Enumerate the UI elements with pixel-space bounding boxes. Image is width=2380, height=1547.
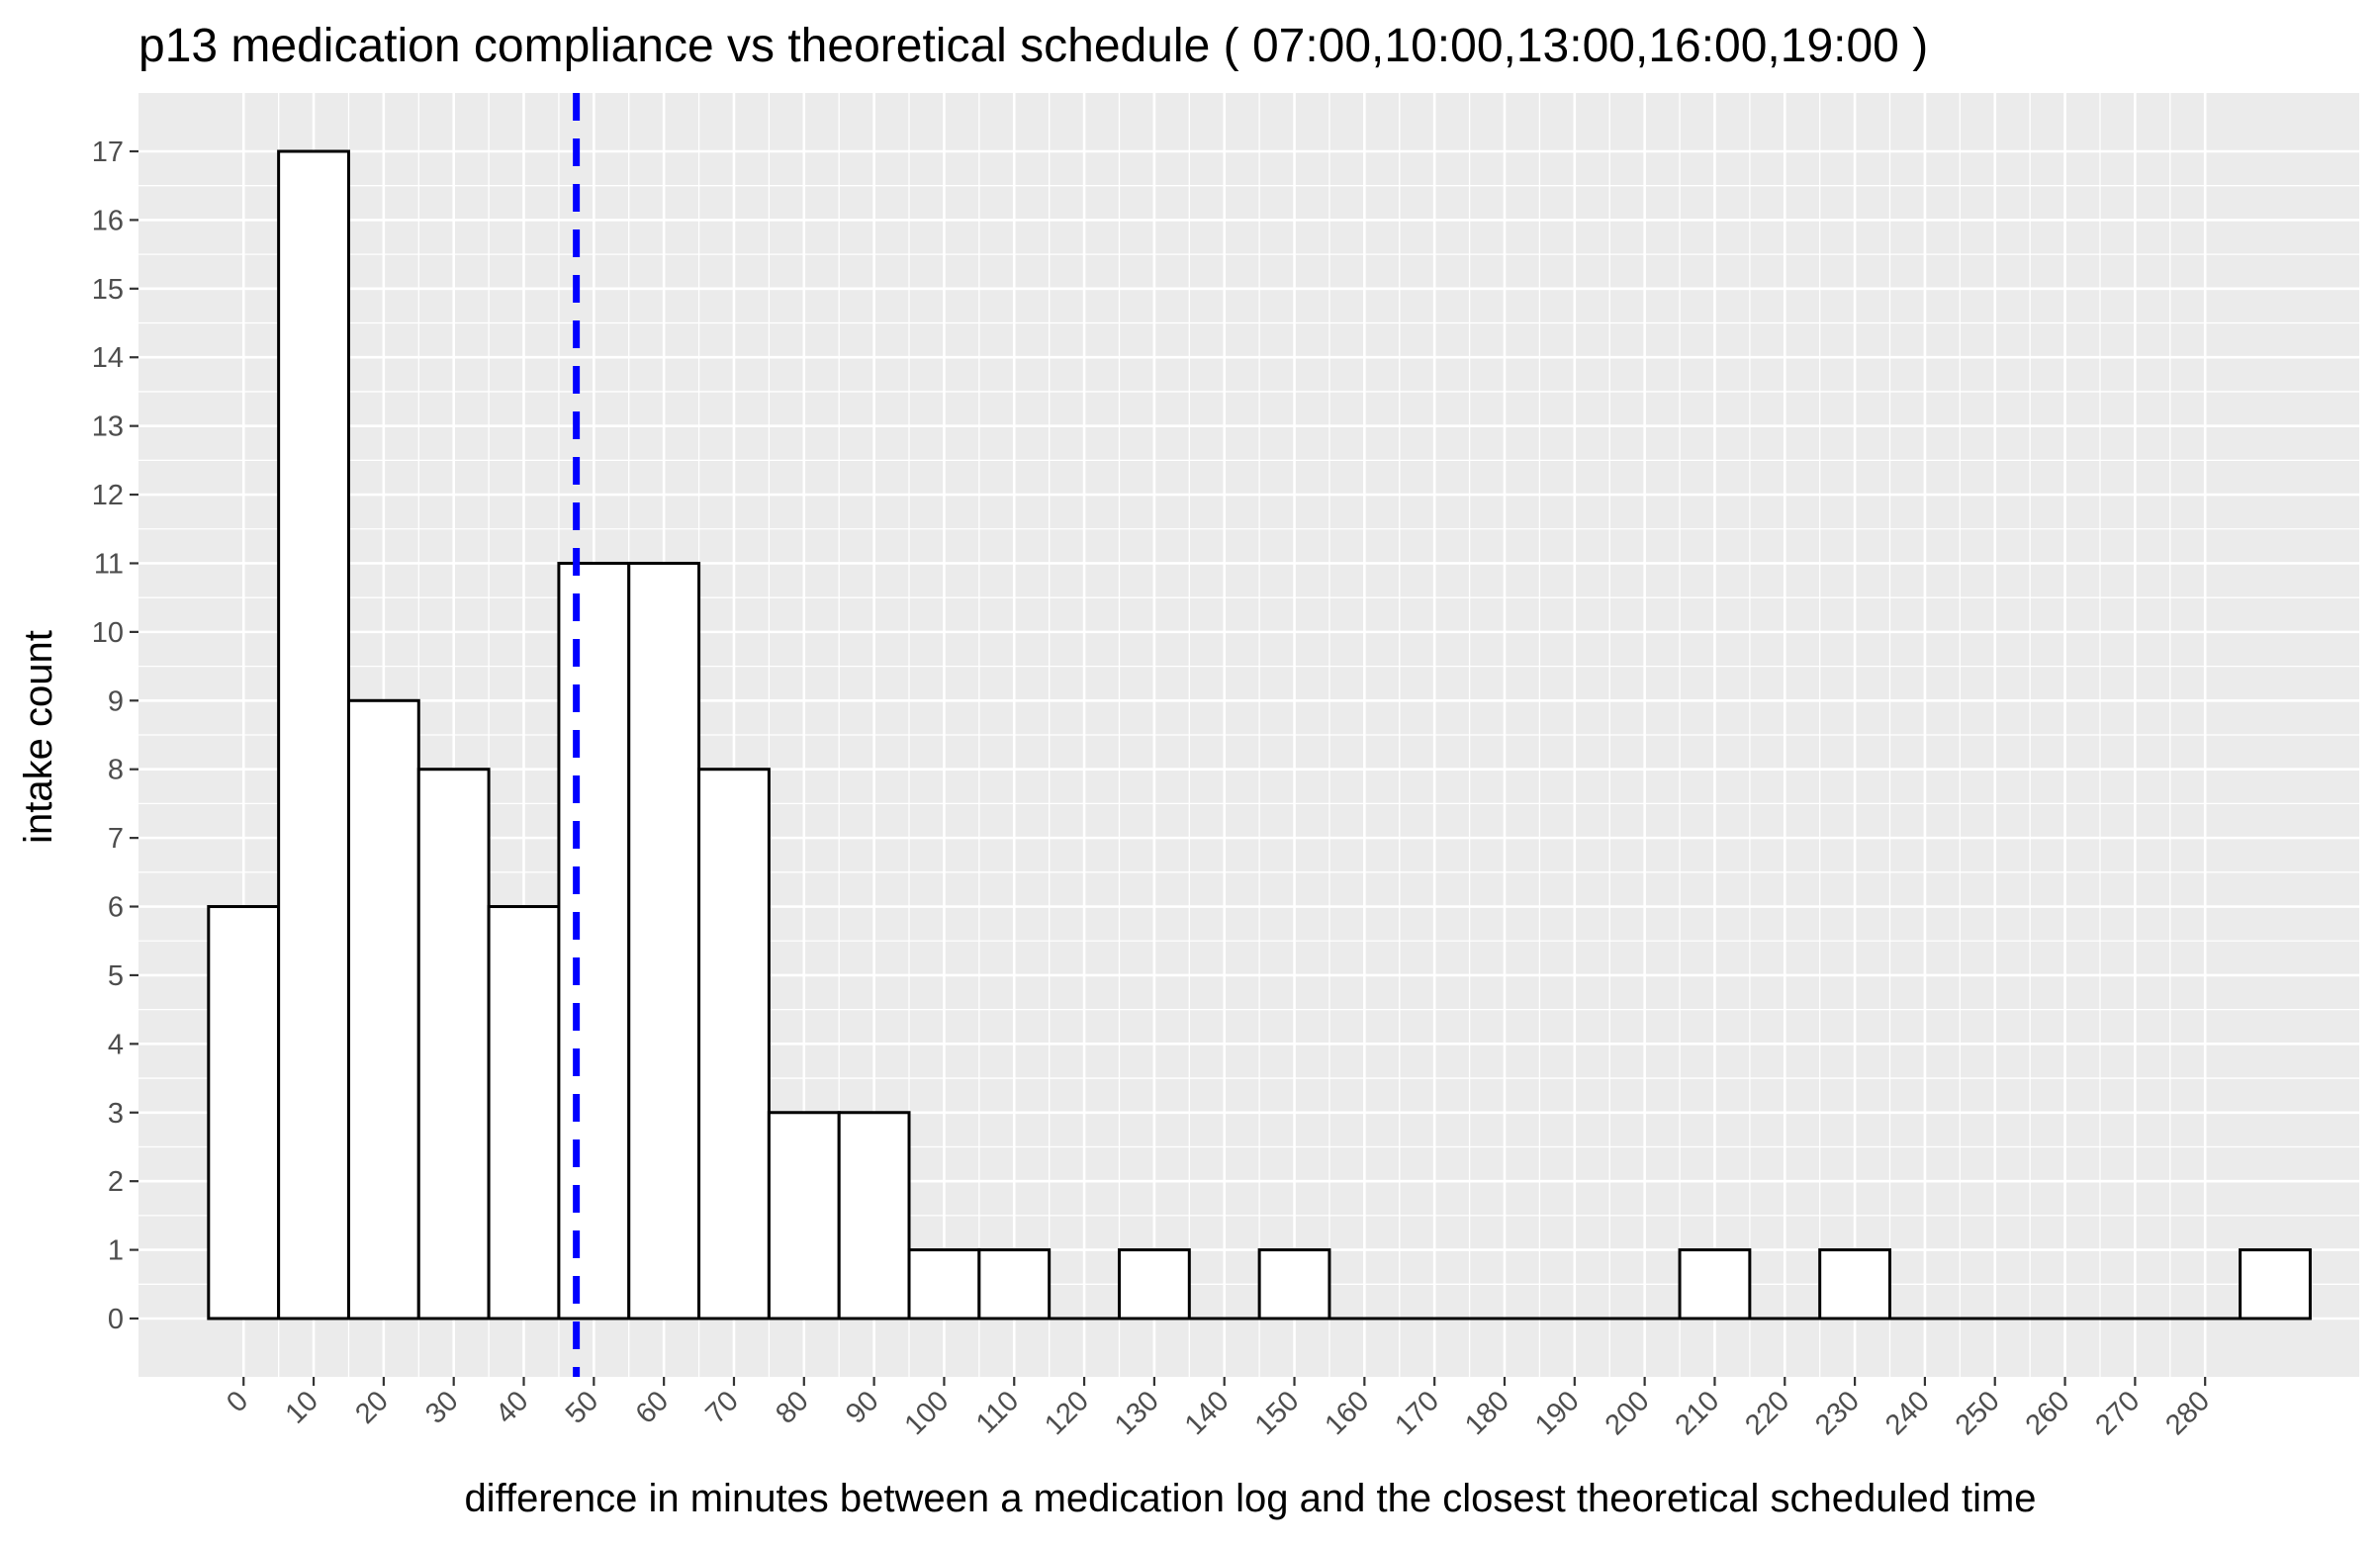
bars [207, 149, 2312, 1320]
histogram-bar [907, 1248, 981, 1320]
histogram-bar [277, 149, 350, 1320]
y-tick-label: 12 [92, 480, 124, 511]
histogram-bar [1257, 1248, 1331, 1320]
y-tick-label: 10 [92, 617, 124, 649]
y-tick-label: 9 [108, 685, 124, 717]
histogram-bar [1117, 1248, 1191, 1320]
histogram-bar [697, 768, 771, 1320]
histogram-bar [487, 905, 561, 1320]
y-tick-label: 0 [108, 1304, 124, 1335]
histogram-bar [1818, 1248, 1892, 1320]
y-tick-label: 2 [108, 1166, 124, 1198]
y-tick-label: 8 [108, 755, 124, 786]
y-axis-title: intake count [17, 630, 60, 844]
histogram-bar [837, 1111, 911, 1320]
histogram-bar [767, 1111, 841, 1320]
y-tick-label: 15 [92, 274, 124, 306]
y-tick-label: 4 [108, 1029, 124, 1060]
y-tick-label: 11 [94, 548, 124, 580]
histogram-bar [416, 768, 491, 1320]
histogram-bar [977, 1248, 1052, 1320]
y-tick-label: 14 [92, 342, 124, 374]
y-tick-label: 3 [108, 1098, 124, 1130]
chart-title: p13 medication compliance vs theoretical… [138, 20, 1928, 72]
histogram-bar [346, 698, 420, 1320]
histogram-bar [207, 905, 281, 1320]
y-tick-label: 17 [92, 136, 124, 168]
y-tick-label: 1 [108, 1235, 124, 1267]
y-tick-label: 5 [108, 960, 124, 992]
x-axis-title: difference in minutes between a medicati… [464, 1477, 2036, 1520]
histogram-bar [1678, 1248, 1752, 1320]
y-tick-label: 13 [92, 411, 124, 443]
histogram-bar [557, 561, 631, 1320]
y-tick-label: 7 [108, 823, 124, 855]
y-tick-label: 6 [108, 892, 124, 924]
histogram-bar [627, 561, 701, 1320]
histogram-bar [2239, 1248, 2312, 1320]
y-tick-label: 16 [92, 205, 124, 236]
